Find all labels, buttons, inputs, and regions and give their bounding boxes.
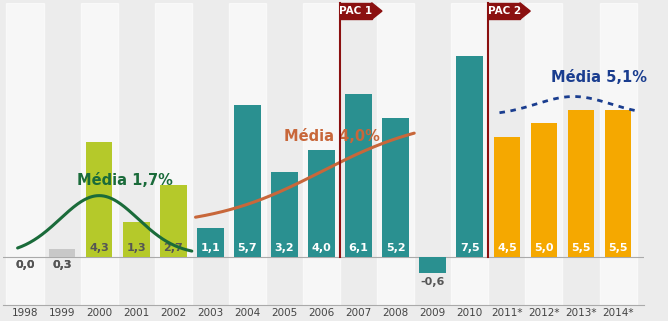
Bar [452,3,488,306]
Bar [377,3,414,306]
Bar [86,142,112,257]
Text: PAC 1: PAC 1 [339,6,372,16]
Text: 4,0: 4,0 [312,243,331,253]
Text: 5,7: 5,7 [238,243,257,253]
Text: 0,3: 0,3 [52,260,72,271]
Polygon shape [371,3,382,19]
Bar [568,110,595,257]
Text: Média 5,1%: Média 5,1% [551,70,647,85]
Bar [340,3,371,19]
Bar [600,3,637,306]
Bar [456,56,483,257]
Text: Média 4,0%: Média 4,0% [285,129,380,144]
Text: 1,3: 1,3 [126,243,146,253]
Bar [49,249,75,257]
Text: 0,0: 0,0 [15,260,35,271]
Bar [345,94,372,257]
Text: 6,1: 6,1 [349,243,369,253]
Text: PAC 2: PAC 2 [488,6,520,16]
Text: 5,2: 5,2 [386,243,405,253]
Bar [81,3,118,306]
Bar [308,150,335,257]
Bar [229,3,266,306]
Bar [530,123,557,257]
Bar [160,185,186,257]
Text: 2,7: 2,7 [164,243,183,253]
Text: 7,5: 7,5 [460,243,480,253]
Bar [155,3,192,306]
Bar [488,3,520,19]
Text: 4,3: 4,3 [90,243,109,253]
Text: 3,2: 3,2 [275,243,295,253]
Bar [234,105,261,257]
Bar [382,118,409,257]
Bar [303,3,340,306]
Text: 5,5: 5,5 [609,243,628,253]
Bar [123,222,150,257]
Text: Média 1,7%: Média 1,7% [77,173,173,188]
Bar [271,171,298,257]
Text: 1,1: 1,1 [200,243,220,253]
Bar [605,110,631,257]
Bar [494,137,520,257]
Text: -0,6: -0,6 [421,276,445,287]
Bar [7,3,43,306]
Polygon shape [520,3,530,19]
Text: 5,0: 5,0 [534,243,554,253]
Bar [526,3,562,306]
Text: 4,5: 4,5 [497,243,517,253]
Bar [197,228,224,257]
Text: 0,3: 0,3 [52,260,72,271]
Text: 0,0: 0,0 [15,260,35,271]
Bar [420,257,446,273]
Text: 5,5: 5,5 [571,243,591,253]
